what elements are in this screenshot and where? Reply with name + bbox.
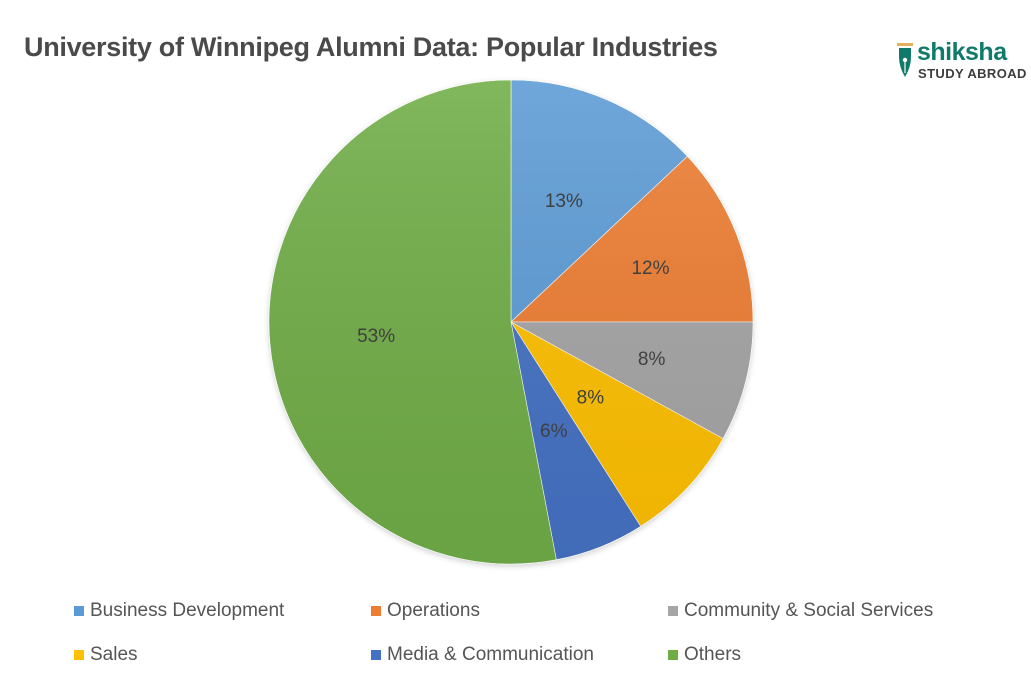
data-label: 8% [577, 388, 605, 409]
legend-item: Sales [74, 644, 138, 666]
data-label: 53% [357, 326, 395, 347]
legend-item: Media & Communication [371, 644, 594, 666]
legend-swatch [371, 606, 381, 616]
data-label: 13% [545, 191, 583, 212]
legend-item: Community & Social Services [668, 600, 933, 622]
pen-nib-icon [897, 43, 913, 77]
legend-swatch [668, 606, 678, 616]
legend-item: Business Development [74, 600, 284, 622]
data-label: 12% [631, 258, 669, 279]
legend-swatch [668, 650, 678, 660]
data-label: 6% [540, 421, 568, 442]
legend-label: Business Development [90, 600, 285, 621]
legend-label: Sales [90, 644, 138, 665]
legend-label: Media & Communication [387, 644, 594, 665]
shiksha-logo: shiksha STUDY ABROAD [893, 38, 1028, 85]
legend-item: Others [668, 644, 741, 666]
legend-label: Operations [387, 600, 480, 621]
legend-item: Operations [371, 600, 480, 622]
data-label: 8% [638, 349, 666, 370]
logo-brand: shiksha [917, 38, 1007, 66]
legend-swatch [371, 650, 381, 660]
legend-label: Community & Social Services [684, 600, 934, 621]
legend-swatch [74, 606, 84, 616]
legend-label: Others [684, 644, 742, 665]
chart-title: University of Winnipeg Alumni Data: Popu… [24, 32, 718, 62]
legend-swatch [74, 650, 84, 660]
logo-subtitle: STUDY ABROAD [918, 66, 1027, 81]
